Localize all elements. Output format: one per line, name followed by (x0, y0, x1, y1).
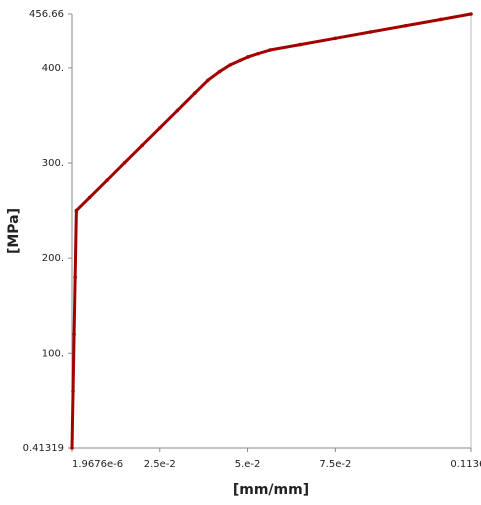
y-tick-label: 200. (42, 253, 64, 264)
data-point (206, 78, 210, 83)
data-point (122, 160, 127, 165)
data-point (217, 69, 222, 74)
data-point (298, 42, 303, 47)
y-tick-label: 456.66 (29, 9, 64, 20)
data-point (438, 17, 443, 22)
data-point (87, 195, 92, 200)
data-point (403, 23, 408, 28)
x-tick-label: 7.5e-2 (319, 459, 351, 470)
y-tick-label: 100. (42, 348, 64, 359)
y-axis-title: [MPa] (6, 208, 22, 254)
data-point (268, 48, 272, 52)
data-point (157, 126, 162, 130)
data-point (256, 51, 260, 56)
data-point (72, 332, 76, 337)
x-axis-title: [mm/mm] (233, 482, 309, 498)
data-point (71, 389, 75, 394)
x-tick-label: 5.e-2 (235, 459, 261, 470)
x-tick-label: 1.9676e-6 (72, 459, 123, 470)
data-point (228, 63, 232, 67)
data-point (368, 30, 373, 34)
x-tick-label: 0.11364 (450, 459, 481, 470)
data-point (238, 58, 243, 63)
data-line (70, 12, 472, 449)
data-point (73, 275, 77, 279)
y-tick-label: 300. (42, 158, 64, 169)
data-point (175, 108, 180, 113)
data-point (246, 55, 250, 59)
data-point (193, 91, 197, 95)
data-point (333, 36, 338, 41)
y-tick-label: 0.41319 (23, 443, 64, 454)
x-tick-label: 2.5e-2 (144, 459, 176, 470)
data-point (74, 208, 79, 213)
data-point (140, 143, 145, 148)
data-point (105, 178, 109, 182)
data-point (469, 12, 473, 16)
data-point (70, 446, 74, 450)
y-tick-label: 400. (42, 63, 64, 74)
